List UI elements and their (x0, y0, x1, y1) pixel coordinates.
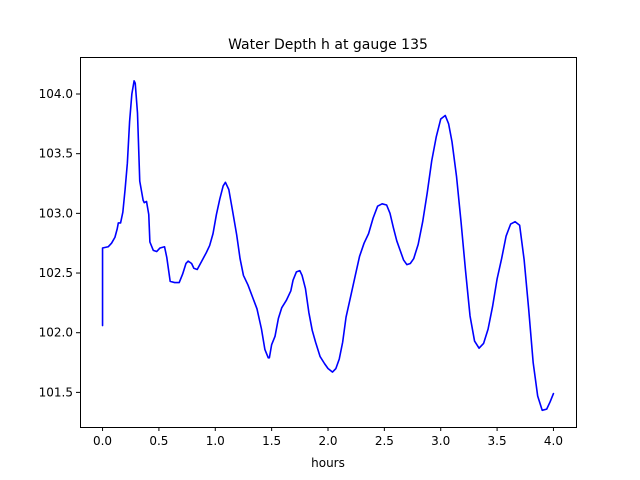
x-tick-label: 2.0 (318, 434, 337, 448)
x-tick-label: 3.5 (488, 434, 507, 448)
x-tick-label: 0.5 (149, 434, 168, 448)
y-tick-label: 102.5 (39, 266, 73, 280)
y-tick-label: 103.5 (39, 147, 73, 161)
x-axis-title: hours (311, 456, 345, 470)
x-tick-label: 3.0 (431, 434, 450, 448)
series-layer (101, 80, 555, 412)
x-tick-label: 1.0 (206, 434, 225, 448)
y-tick-label: 104.0 (39, 87, 73, 101)
y-axis-ticks: 101.5 102.0 102.5 103.0 103.5 104.0 (39, 87, 80, 399)
y-tick-label: 101.5 (39, 385, 73, 399)
y-tick-label: 102.0 (39, 326, 73, 340)
y-tick-label: 103.0 (39, 206, 73, 220)
plot-frame (80, 57, 577, 428)
x-tick-label: 1.5 (262, 434, 281, 448)
x-tick-label: 4.0 (544, 434, 563, 448)
x-axis-ticks: 0.0 0.5 1.0 1.5 2.0 2.5 3.0 3.5 4.0 (93, 427, 563, 448)
series-line (101, 80, 555, 412)
x-tick-label: 2.5 (375, 434, 394, 448)
chart-title: Water Depth h at gauge 135 (228, 37, 428, 53)
x-tick-label: 0.0 (93, 434, 112, 448)
